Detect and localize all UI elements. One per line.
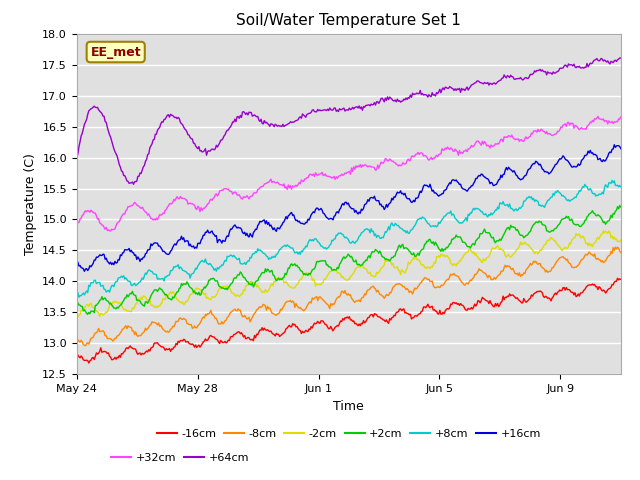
+8cm (608, 178, 616, 183)
+16cm (617, 146, 625, 152)
Text: EE_met: EE_met (90, 46, 141, 59)
+8cm (605, 180, 612, 186)
+16cm (398, 191, 406, 197)
-8cm (82, 343, 90, 348)
Y-axis label: Temperature (C): Temperature (C) (24, 153, 36, 255)
+2cm (605, 218, 612, 224)
+16cm (73, 258, 81, 264)
-8cm (369, 284, 376, 290)
-8cm (617, 250, 625, 255)
+16cm (81, 268, 88, 274)
+64cm (336, 106, 344, 111)
X-axis label: Time: Time (333, 400, 364, 413)
Line: -2cm: -2cm (77, 231, 621, 318)
+8cm (336, 230, 344, 236)
-16cm (614, 276, 621, 281)
+2cm (84, 312, 92, 317)
-8cm (332, 296, 340, 302)
+64cm (398, 98, 406, 104)
-8cm (73, 335, 81, 340)
+2cm (332, 267, 340, 273)
-2cm (600, 228, 607, 234)
Line: -8cm: -8cm (77, 247, 621, 346)
+2cm (336, 261, 344, 267)
+32cm (369, 164, 376, 170)
+32cm (594, 113, 602, 119)
-16cm (369, 312, 376, 317)
+16cm (336, 207, 344, 213)
+8cm (617, 184, 625, 190)
-16cm (73, 352, 81, 358)
+32cm (332, 174, 340, 180)
-2cm (605, 228, 612, 234)
-16cm (617, 276, 625, 282)
+2cm (73, 299, 81, 305)
+2cm (520, 235, 527, 240)
+2cm (616, 203, 623, 208)
Title: Soil/Water Temperature Set 1: Soil/Water Temperature Set 1 (236, 13, 461, 28)
-2cm (367, 273, 375, 278)
-8cm (336, 294, 344, 300)
+64cm (369, 102, 376, 108)
Line: +64cm: +64cm (77, 58, 621, 184)
+8cm (75, 294, 83, 300)
+8cm (73, 292, 81, 298)
+64cm (605, 60, 612, 66)
+16cm (332, 210, 340, 216)
+2cm (398, 242, 406, 248)
+64cm (130, 181, 138, 187)
+32cm (336, 173, 344, 179)
+64cm (616, 55, 623, 61)
-2cm (73, 315, 81, 321)
+32cm (606, 119, 614, 125)
+32cm (398, 163, 406, 168)
+8cm (369, 229, 376, 235)
+8cm (332, 232, 340, 238)
-16cm (605, 286, 612, 292)
-2cm (335, 270, 342, 276)
+16cm (611, 142, 618, 148)
+32cm (73, 221, 81, 227)
-16cm (520, 296, 527, 301)
Line: +16cm: +16cm (77, 145, 621, 271)
+2cm (369, 249, 376, 254)
Line: +8cm: +8cm (77, 180, 621, 297)
-2cm (617, 237, 625, 243)
+16cm (369, 195, 376, 201)
-16cm (336, 320, 344, 326)
-16cm (85, 360, 93, 366)
+8cm (398, 226, 406, 231)
+16cm (605, 150, 612, 156)
Legend: +32cm, +64cm: +32cm, +64cm (107, 448, 253, 467)
+2cm (617, 204, 625, 210)
-8cm (611, 244, 619, 250)
-2cm (519, 240, 527, 246)
-8cm (605, 252, 612, 258)
-2cm (332, 267, 339, 273)
Line: +32cm: +32cm (77, 116, 621, 231)
+32cm (617, 114, 625, 120)
+32cm (107, 228, 115, 234)
+64cm (73, 155, 81, 160)
-16cm (398, 308, 406, 313)
-16cm (332, 324, 340, 329)
+32cm (520, 138, 527, 144)
+16cm (520, 174, 527, 180)
Line: +2cm: +2cm (77, 205, 621, 314)
-8cm (398, 282, 406, 288)
+64cm (617, 55, 625, 61)
+64cm (520, 76, 527, 82)
-8cm (520, 270, 527, 276)
+64cm (332, 108, 340, 114)
-2cm (397, 272, 404, 277)
Line: -16cm: -16cm (77, 278, 621, 363)
+8cm (520, 198, 527, 204)
